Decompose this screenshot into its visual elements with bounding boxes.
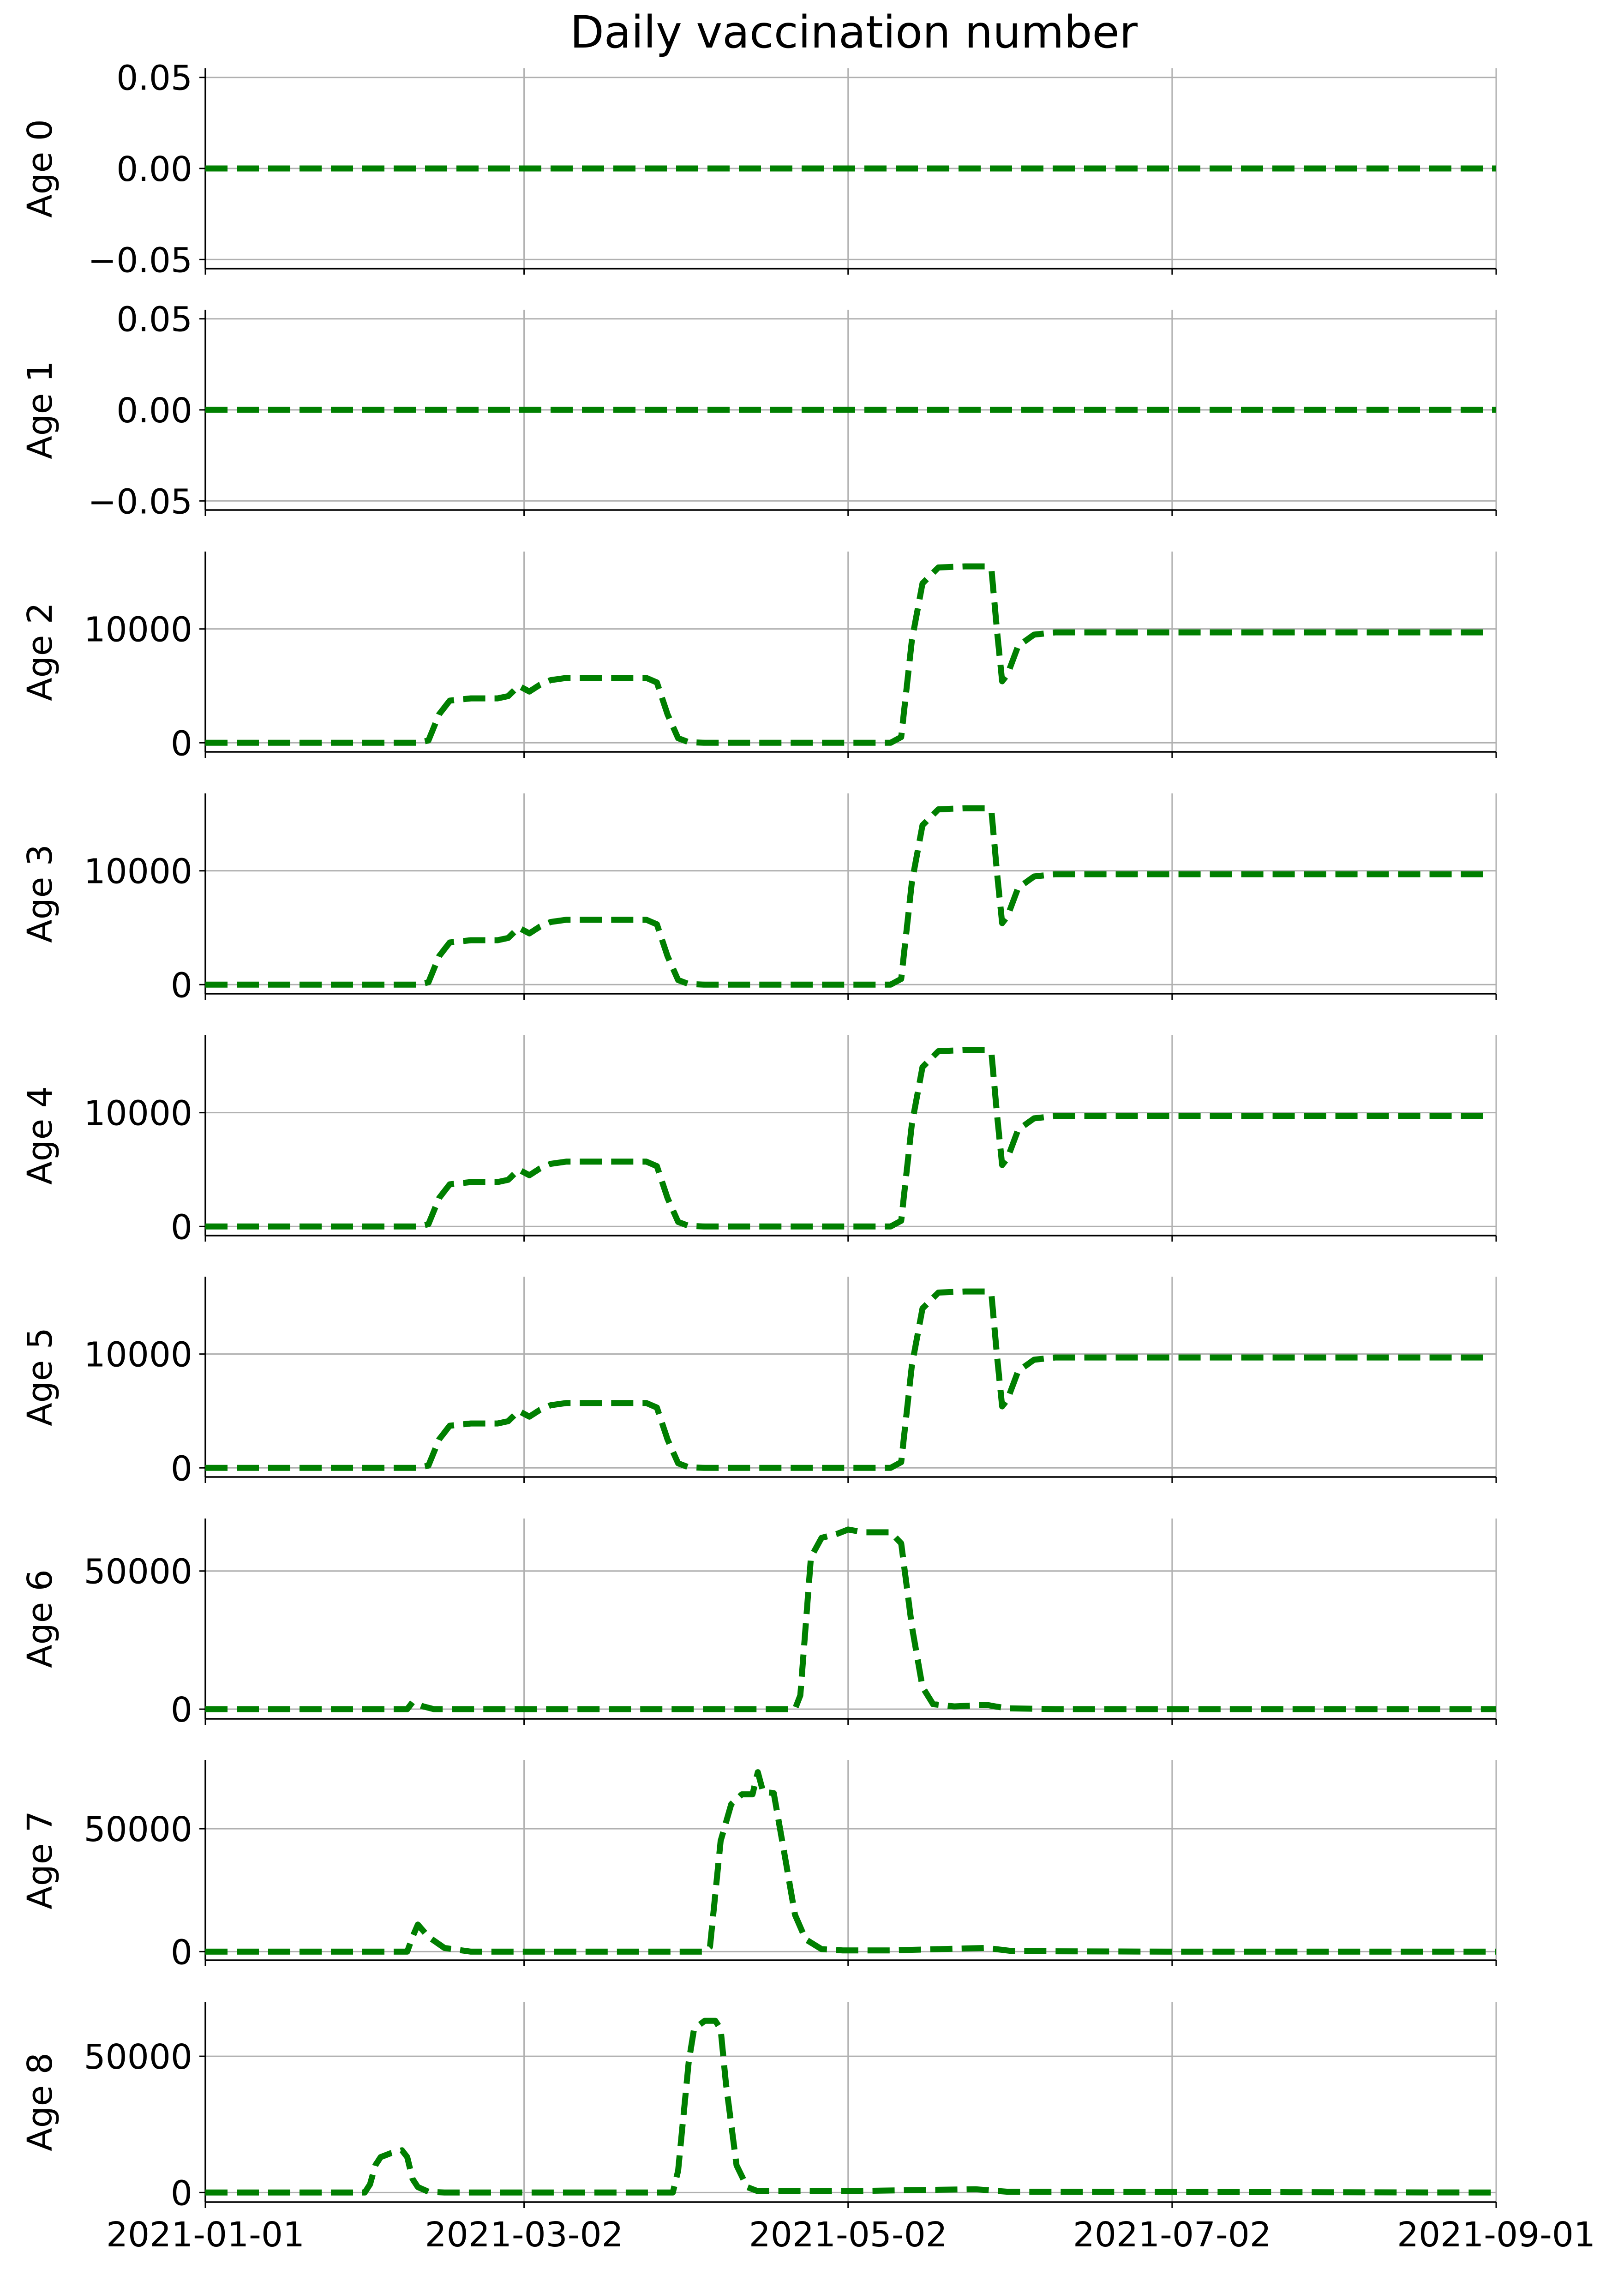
x-axis-ticks: 2021-01-01 2021-03-02 2021-05-02 2021-07-02… bbox=[106, 2215, 1595, 2255]
panel-age-7: 0 50000 Age 7 bbox=[20, 1760, 1497, 1972]
y-axis-label: Age 3 bbox=[20, 844, 60, 943]
series-line bbox=[205, 1526, 1496, 1712]
panel-age-4: 0 10000 Age 4 bbox=[20, 1035, 1497, 1247]
y-tick-label: 0 bbox=[171, 2173, 192, 2213]
y-axis-label: Age 1 bbox=[20, 360, 60, 459]
y-tick-label: 50000 bbox=[84, 2037, 192, 2077]
panel-age-2: 0 10000 Age 2 bbox=[20, 552, 1497, 763]
y-tick-label: 0 bbox=[171, 966, 192, 1005]
y-axis-label: Age 6 bbox=[20, 1569, 60, 1668]
y-axis-label: Age 7 bbox=[20, 1811, 60, 1909]
y-tick-label: 10000 bbox=[84, 852, 192, 892]
series-line bbox=[205, 563, 1486, 746]
y-tick-label: 50000 bbox=[84, 1552, 192, 1592]
panel-age-0: −0.05 0.00 0.05 Age 0 bbox=[20, 59, 1497, 280]
series-line bbox=[205, 2017, 1497, 2196]
y-tick-label: 0 bbox=[171, 1933, 192, 1972]
series-line bbox=[205, 1288, 1486, 1471]
y-axis-label: Age 5 bbox=[20, 1327, 60, 1426]
y-tick-label: −0.05 bbox=[88, 482, 192, 522]
y-tick-label: 0 bbox=[171, 724, 192, 763]
y-tick-label: 10000 bbox=[84, 1335, 192, 1375]
y-tick-label: 0 bbox=[171, 1690, 192, 1730]
panel-age-8: 0 50000 Age 8 bbox=[20, 2002, 1497, 2213]
x-tick-label: 2021-07-02 bbox=[1073, 2215, 1271, 2255]
panel-age-1: −0.05 0.00 0.05 Age 1 bbox=[20, 300, 1497, 522]
x-tick-label: 2021-03-02 bbox=[425, 2215, 623, 2255]
chart-title: Daily vaccination number bbox=[570, 6, 1138, 58]
panel-age-6: 0 50000 Age 6 bbox=[20, 1519, 1497, 1730]
x-tick-label: 2021-05-02 bbox=[749, 2215, 947, 2255]
series-line bbox=[205, 1047, 1486, 1230]
series-line bbox=[205, 805, 1486, 988]
y-tick-label: −0.05 bbox=[88, 240, 192, 280]
y-axis-label: Age 2 bbox=[20, 602, 60, 701]
y-axis-label: Age 8 bbox=[20, 2053, 60, 2151]
y-tick-label: 0.00 bbox=[116, 150, 192, 189]
y-tick-label: 0.05 bbox=[116, 300, 192, 340]
y-axis-label: Age 4 bbox=[20, 1086, 60, 1185]
panel-age-3: 0 10000 Age 3 bbox=[20, 793, 1497, 1005]
panel-age-5: 0 10000 Age 5 bbox=[20, 1277, 1497, 1489]
y-tick-label: 50000 bbox=[84, 1810, 192, 1849]
y-tick-label: 0.00 bbox=[116, 391, 192, 431]
y-tick-label: 0 bbox=[171, 1207, 192, 1247]
series-line bbox=[205, 1769, 1496, 1955]
y-tick-label: 10000 bbox=[84, 1094, 192, 1134]
x-tick-label: 2021-09-01 bbox=[1397, 2215, 1595, 2255]
y-tick-label: 0.05 bbox=[116, 59, 192, 98]
panels-group: −0.05 0.00 0.05 Age 0 −0.05 0.00 0.05 Age 1 0 100… bbox=[20, 59, 1497, 2213]
y-axis-label: Age 0 bbox=[20, 119, 60, 218]
x-tick-label: 2021-01-01 bbox=[106, 2215, 305, 2255]
y-tick-label: 0 bbox=[171, 1449, 192, 1489]
y-tick-label: 10000 bbox=[84, 610, 192, 650]
